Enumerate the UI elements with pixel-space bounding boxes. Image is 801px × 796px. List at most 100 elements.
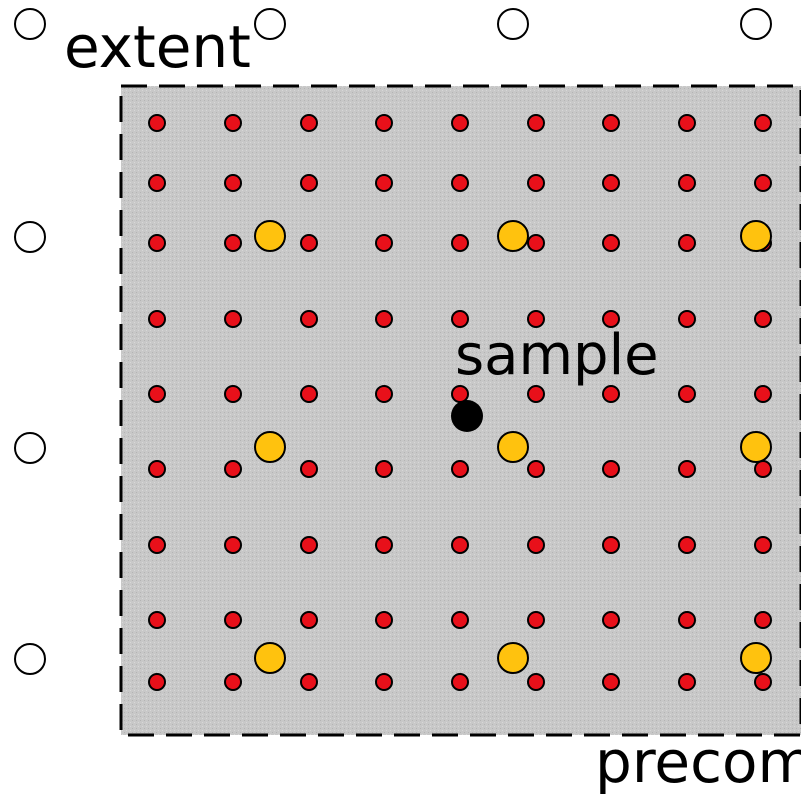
fine-grid-dot — [148, 673, 166, 691]
fine-grid-dot — [375, 611, 393, 629]
fine-grid-dot — [602, 174, 620, 192]
fine-grid-dot — [148, 174, 166, 192]
fine-grid-dot — [300, 174, 318, 192]
fine-grid-dot — [678, 536, 696, 554]
fine-grid-dot — [678, 114, 696, 132]
fine-grid-dot — [602, 536, 620, 554]
fine-grid-dot — [754, 460, 772, 478]
fine-grid-dot — [754, 385, 772, 403]
coarse-grid-dot — [254, 431, 286, 463]
fine-grid-dot — [375, 234, 393, 252]
fine-grid-dot — [527, 460, 545, 478]
sample-label: sample — [455, 323, 659, 388]
fine-grid-dot — [602, 385, 620, 403]
fine-grid-dot — [527, 310, 545, 328]
fine-grid-dot — [300, 310, 318, 328]
fine-grid-dot — [224, 234, 242, 252]
fine-grid-dot — [148, 114, 166, 132]
precomputed-label: precom — [595, 728, 801, 796]
fine-grid-dot — [678, 673, 696, 691]
fine-grid-dot — [300, 673, 318, 691]
fine-grid-dot — [224, 611, 242, 629]
fine-grid-dot — [375, 174, 393, 192]
fine-grid-dot — [678, 385, 696, 403]
fine-grid-dot — [451, 385, 469, 403]
fine-grid-dot — [678, 460, 696, 478]
coarse-grid — [254, 220, 772, 674]
fine-grid-dot — [602, 114, 620, 132]
fine-grid-dot — [678, 174, 696, 192]
fine-grid-dot — [224, 460, 242, 478]
fine-grid-dot — [754, 310, 772, 328]
fine-grid-dot — [148, 234, 166, 252]
fine-grid-dot — [375, 385, 393, 403]
fine-grid-dot — [224, 310, 242, 328]
fine-grid-dot — [527, 385, 545, 403]
fine-grid-dot — [754, 611, 772, 629]
fine-grid-dot — [224, 673, 242, 691]
fine-grid-dot — [375, 536, 393, 554]
fine-grid-dot — [602, 234, 620, 252]
fine-grid-dot — [224, 385, 242, 403]
fine-grid-dot — [451, 536, 469, 554]
fine-grid-dot — [300, 536, 318, 554]
fine-grid-dot — [451, 310, 469, 328]
sample-point — [451, 400, 483, 432]
fine-grid-dot — [148, 385, 166, 403]
fine-grid-dot — [527, 174, 545, 192]
fine-grid-dot — [602, 611, 620, 629]
fine-grid-dot — [754, 174, 772, 192]
fine-grid-dot — [148, 611, 166, 629]
coarse-grid-dot — [740, 642, 772, 674]
fine-grid-dot — [527, 673, 545, 691]
fine-grid-dot — [300, 114, 318, 132]
fine-grid-dot — [678, 611, 696, 629]
fine-grid-dot — [148, 460, 166, 478]
coarse-grid-dot — [254, 642, 286, 674]
extent-marker — [14, 432, 46, 464]
fine-grid-dot — [451, 611, 469, 629]
fine-grid-dot — [300, 234, 318, 252]
fine-grid-dot — [148, 536, 166, 554]
fine-grid-dot — [602, 310, 620, 328]
coarse-grid-dot — [497, 642, 529, 674]
fine-grid-dot — [451, 114, 469, 132]
fine-grid-dot — [527, 234, 545, 252]
fine-grid-dot — [451, 174, 469, 192]
coarse-grid-dot — [740, 220, 772, 252]
fine-grid-dot — [678, 234, 696, 252]
extent-marker — [254, 8, 286, 40]
extent-label: extent — [64, 13, 251, 81]
fine-grid-dot — [300, 460, 318, 478]
fine-grid-dot — [375, 673, 393, 691]
fine-grid-dot — [451, 460, 469, 478]
fine-grid-dot — [375, 114, 393, 132]
extent-marker — [14, 8, 46, 40]
fine-grid — [148, 114, 772, 691]
coarse-grid-dot — [497, 431, 529, 463]
fine-grid-dot — [754, 536, 772, 554]
fine-grid-dot — [148, 310, 166, 328]
coarse-grid-dot — [740, 431, 772, 463]
fine-grid-dot — [224, 114, 242, 132]
fine-grid-dot — [527, 611, 545, 629]
extent-marker — [740, 8, 772, 40]
fine-grid-dot — [375, 310, 393, 328]
coarse-grid-dot — [254, 220, 286, 252]
fine-grid-dot — [527, 114, 545, 132]
extent-marker — [497, 8, 529, 40]
fine-grid-dot — [300, 611, 318, 629]
fine-grid-dot — [527, 536, 545, 554]
fine-grid-dot — [451, 234, 469, 252]
fine-grid-dot — [602, 673, 620, 691]
fine-grid-dot — [678, 310, 696, 328]
fine-grid-dot — [754, 673, 772, 691]
extent-marker — [14, 221, 46, 253]
fine-grid-dot — [451, 673, 469, 691]
fine-grid-dot — [224, 536, 242, 554]
fine-grid-dot — [754, 114, 772, 132]
extent-marker — [14, 643, 46, 675]
extent-markers — [14, 8, 772, 675]
coarse-grid-dot — [497, 220, 529, 252]
